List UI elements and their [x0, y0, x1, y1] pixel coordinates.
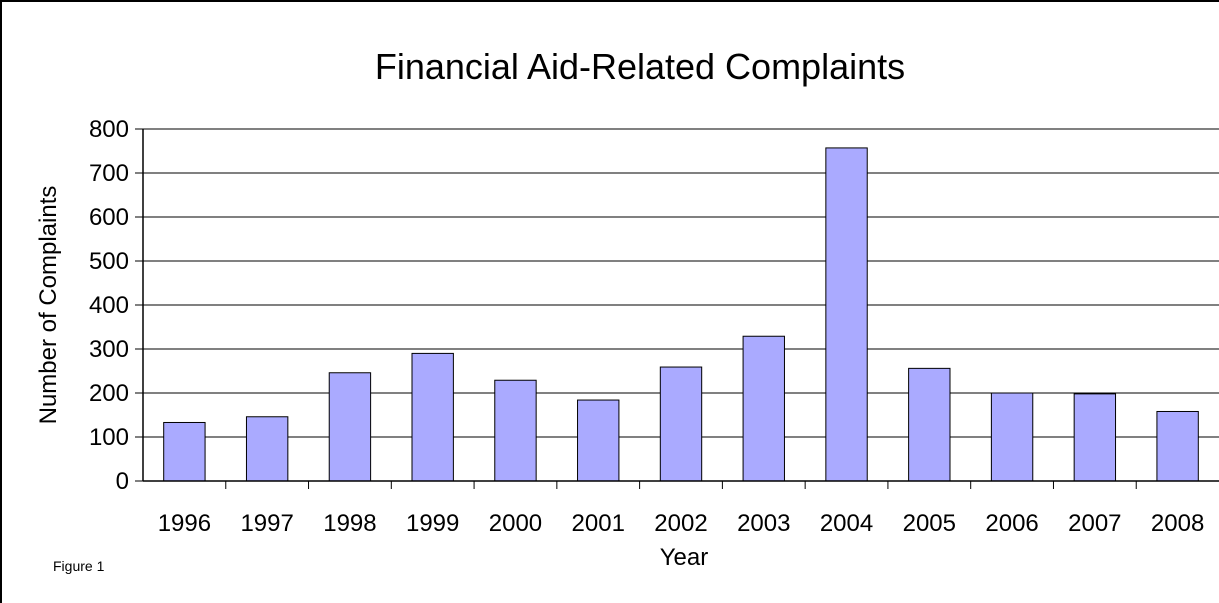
bar	[163, 421, 206, 482]
bar	[328, 372, 372, 482]
x-axis-title: Year	[660, 544, 709, 571]
x-tick-label: 1996	[158, 510, 211, 537]
x-tick-label: 2006	[985, 510, 1038, 537]
y-tick-label: 200	[89, 380, 129, 407]
axes	[142, 129, 1219, 482]
bar	[659, 366, 703, 482]
x-axis-ticks: 1996 1997 1998 1999 2000 2001 2002 2003 2004 2005…	[158, 481, 1204, 537]
x-tick-label: 2003	[737, 510, 790, 537]
y-axis-title: Number of Complaints	[35, 186, 62, 425]
bar	[1073, 393, 1117, 482]
figure-caption: Figure 1	[53, 558, 105, 574]
chart-title: Financial Aid-Related Complaints	[375, 46, 905, 87]
y-tick-label: 700	[89, 160, 129, 187]
y-tick-label: 100	[89, 424, 129, 451]
bar	[411, 352, 454, 482]
y-tick-label: 400	[89, 292, 129, 319]
x-tick-label: 2004	[820, 510, 873, 537]
x-tick-label: 1999	[406, 510, 459, 537]
x-tick-label: 2000	[489, 510, 542, 537]
y-tick-label: 600	[89, 204, 129, 231]
x-tick-label: 1997	[240, 510, 293, 537]
bar	[245, 416, 289, 482]
y-tick-label: 500	[89, 248, 129, 275]
bar	[1156, 410, 1199, 482]
bar	[742, 335, 785, 482]
bar	[990, 392, 1034, 482]
x-tick-label: 2001	[572, 510, 625, 537]
bar	[494, 379, 537, 482]
bar	[577, 399, 620, 482]
y-tick-label: 800	[89, 116, 129, 143]
y-tick-label: 300	[89, 336, 129, 363]
y-tick-label: 0	[116, 468, 129, 495]
x-tick-label: 1998	[323, 510, 376, 537]
x-tick-label: 2008	[1151, 510, 1204, 537]
x-tick-label: 2005	[903, 510, 956, 537]
bar	[908, 367, 951, 482]
x-tick-label: 2007	[1068, 510, 1121, 537]
bars	[163, 147, 1199, 482]
x-tick-label: 2002	[654, 510, 707, 537]
y-axis-ticks: 0 100 200 300 400 500 600 700 800	[89, 116, 143, 495]
bar	[825, 147, 868, 482]
